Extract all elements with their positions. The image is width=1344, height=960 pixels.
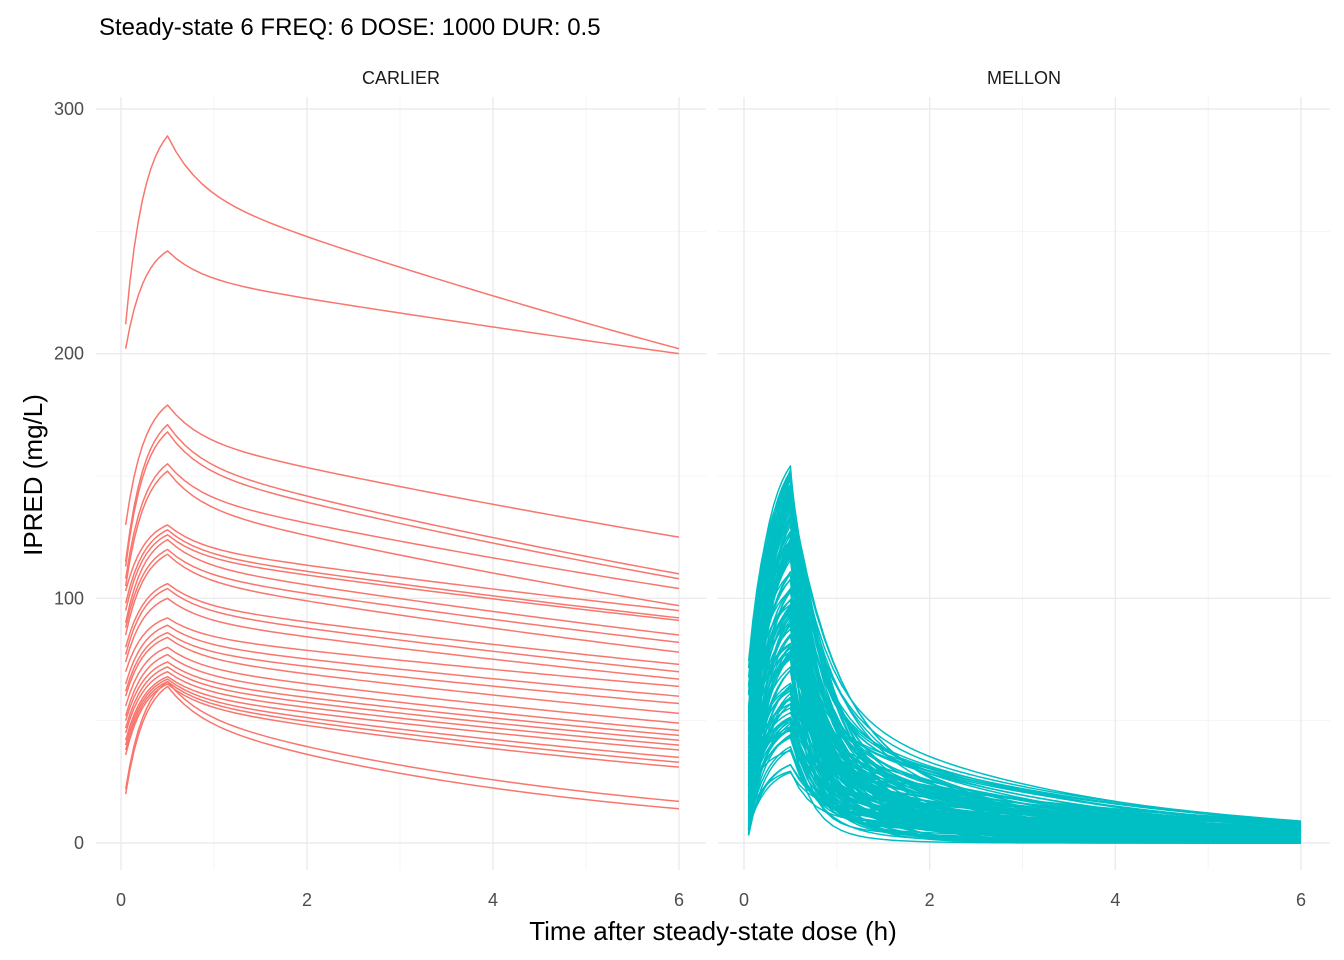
profile-line <box>124 587 680 673</box>
profile-line <box>124 631 680 705</box>
profile-line <box>124 646 680 724</box>
profile-line <box>747 503 1302 842</box>
profile-line <box>124 135 680 350</box>
series-lines <box>124 135 680 810</box>
profile-line <box>124 533 680 622</box>
profile-line <box>124 661 680 737</box>
y-tick-label: 200 <box>54 344 84 364</box>
y-tick-label: 300 <box>54 99 84 119</box>
profile-line <box>124 678 680 759</box>
profile-line <box>124 685 680 810</box>
profile-line <box>747 736 1302 844</box>
profile-line <box>747 771 1302 828</box>
profile-line <box>747 492 1302 824</box>
profile-line <box>124 553 680 653</box>
panel-mellon: MELLON 0 2 4 6 <box>718 68 1330 910</box>
x-tick-label: 6 <box>1296 890 1306 910</box>
profile-line <box>124 597 680 680</box>
x-tick-label: 2 <box>302 890 312 910</box>
profile-line <box>747 689 1302 839</box>
profile-line <box>124 524 680 612</box>
x-tick-label: 0 <box>739 890 749 910</box>
facet-label: CARLIER <box>362 68 440 88</box>
x-tick-label: 6 <box>674 890 684 910</box>
profile-line <box>124 675 680 751</box>
profile-line <box>124 683 680 768</box>
profile-line <box>124 548 680 644</box>
x-axis-title: Time after steady-state dose (h) <box>529 916 897 946</box>
profile-line <box>124 680 680 764</box>
profile-line <box>124 653 680 732</box>
y-tick-label: 100 <box>54 588 84 608</box>
profile-line <box>124 404 680 538</box>
y-axis-ticks: 0 100 200 300 <box>54 99 84 853</box>
profile-line <box>747 504 1302 839</box>
profile-line <box>124 250 680 355</box>
profile-line <box>124 470 680 607</box>
x-tick-label: 0 <box>116 890 126 910</box>
chart-title: Steady-state 6 FREQ: 6 DOSE: 1000 DUR: 0… <box>99 14 601 41</box>
profile-line <box>124 529 680 619</box>
y-tick-label: 0 <box>74 833 84 853</box>
panels: CARLIER 0 2 4 6 MELLON 0 2 4 6 <box>96 68 1330 910</box>
x-tick-label: 4 <box>488 890 498 910</box>
profile-line <box>747 599 1302 828</box>
y-axis-title: IPRED (mg/L) <box>18 394 48 556</box>
series-lines <box>747 465 1302 844</box>
profile-line <box>124 423 680 575</box>
profile-line <box>124 463 680 590</box>
profile-line <box>747 703 1302 832</box>
x-tick-label: 4 <box>1110 890 1120 910</box>
profile-line <box>124 624 680 697</box>
x-tick-label: 2 <box>925 890 935 910</box>
profile-line <box>124 666 680 741</box>
panel-carlier: CARLIER 0 2 4 6 <box>96 68 706 910</box>
profile-line <box>124 431 680 580</box>
profile-line <box>124 582 680 666</box>
profile-line <box>124 617 680 688</box>
profile-line <box>124 636 680 715</box>
profile-line <box>124 680 680 803</box>
facet-label: MELLON <box>987 68 1061 88</box>
profile-line <box>124 670 680 746</box>
profile-line <box>124 538 680 636</box>
